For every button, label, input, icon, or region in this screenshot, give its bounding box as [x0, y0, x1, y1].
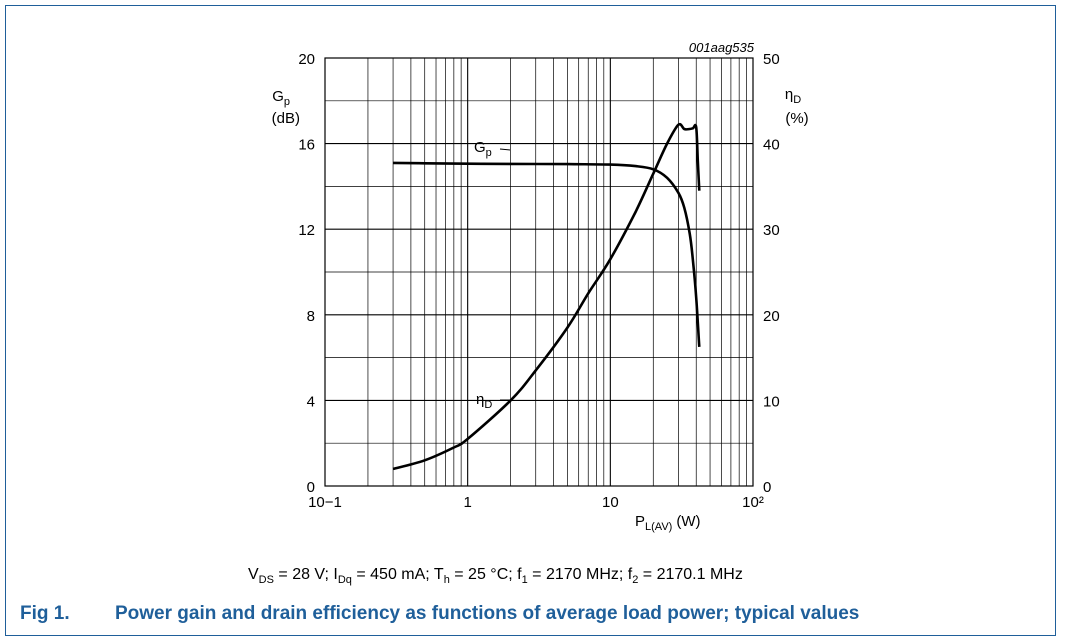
x-tick-label: 10²: [742, 494, 764, 511]
figure-id: 001aag535: [689, 40, 755, 55]
left-tick-label: 4: [307, 393, 315, 410]
grid: [325, 58, 753, 486]
x-tick-label: 10: [602, 494, 619, 511]
series-layer: [392, 122, 701, 471]
tick-labels: 0 4 8 12 16 20 0 10 20 30 40 50 10−1 1 10 10²: [298, 51, 779, 511]
plot-border: [324, 57, 754, 487]
series-line-gp: [393, 161, 701, 347]
right-tick-label: 10: [763, 393, 780, 410]
figure-frame: [5, 5, 1056, 636]
x-axis-label: PL(AV) (W): [635, 513, 700, 533]
figure-caption: Fig 1. Power gain and drain efficiency as…: [20, 603, 859, 625]
right-tick-label: 40: [763, 137, 780, 154]
axis-labels: 001aag535 Gp (dB) ηD (%) PL(AV) (W) Gp ηD: [272, 40, 809, 533]
left-axis-label: Gp: [272, 88, 290, 108]
right-tick-label: 50: [763, 51, 780, 68]
figure-number: Fig 1.: [20, 603, 70, 624]
left-tick-label: 20: [298, 51, 315, 68]
series-label-etad: ηD: [476, 391, 492, 411]
left-tick-label: 16: [298, 137, 315, 154]
right-tick-label: 30: [763, 222, 780, 239]
left-tick-label: 0: [307, 479, 315, 496]
left-axis-unit: (dB): [272, 110, 300, 127]
x-tick-label: 10−1: [308, 494, 342, 511]
right-axis-label: ηD: [785, 86, 801, 106]
x-tick-label: 1: [463, 494, 471, 511]
measurement-conditions: VDS = 28 V; IDq = 450 mA; Th = 25 °C; f1…: [248, 566, 743, 587]
series-label-gp: Gp: [474, 139, 492, 159]
right-axis-unit: (%): [785, 110, 808, 127]
figure-title: Power gain and drain efficiency as funct…: [115, 603, 860, 624]
right-tick-label: 20: [763, 308, 780, 325]
right-tick-label: 0: [763, 479, 771, 496]
left-tick-label: 12: [298, 222, 315, 239]
series-line-etad: [392, 122, 701, 471]
series-label-gp-leader: [499, 148, 511, 151]
left-tick-label: 8: [307, 308, 315, 325]
